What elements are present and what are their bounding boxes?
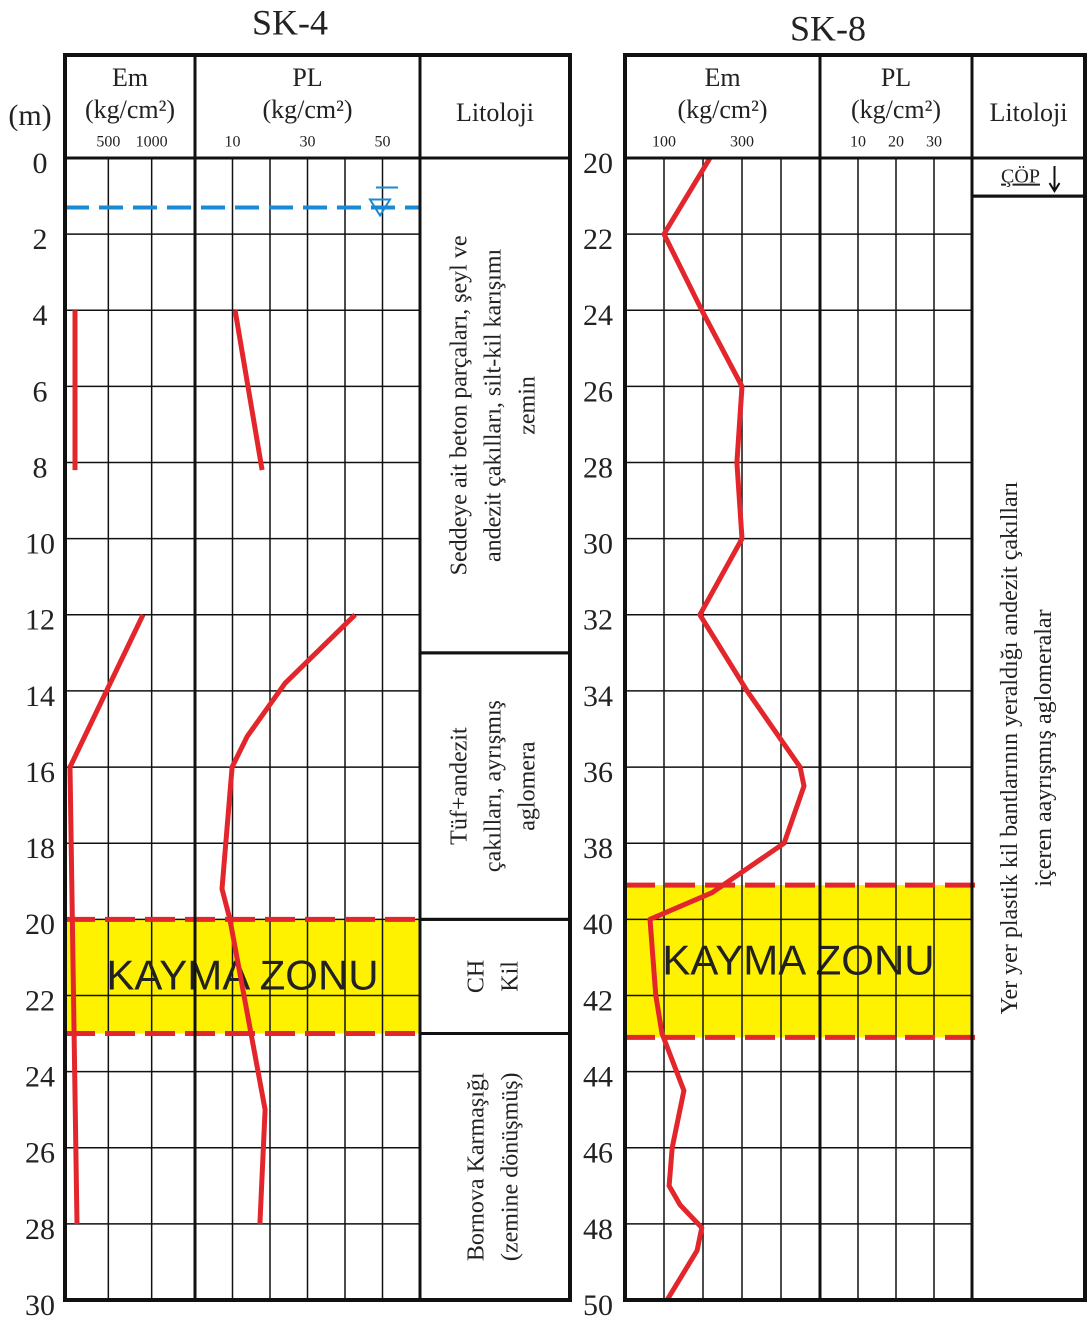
layer-text: aglomera: [515, 741, 541, 831]
layer-text: Yer yer plastik kil bantlarının yeraldığ…: [997, 481, 1023, 1014]
column-unit: (kg/cm²): [677, 95, 767, 124]
column-tick-label: 100: [652, 134, 676, 151]
panel-title: SK-4: [252, 2, 328, 42]
depth-unit: (m): [8, 99, 51, 132]
depth-label: 16: [25, 756, 55, 789]
column-tick-label: 300: [730, 134, 754, 151]
depth-label: 10: [25, 528, 55, 561]
depth-label: 22: [583, 223, 613, 256]
depth-label: 14: [25, 680, 55, 713]
depth-label: 20: [25, 908, 55, 941]
column-unit: (kg/cm²): [85, 95, 175, 124]
depth-label: 6: [33, 375, 48, 408]
water-symbol: [368, 186, 398, 218]
column-tick-label: 1000: [136, 134, 168, 151]
layer-text-group: Yer yer plastik kil bantlarının yeraldığ…: [997, 481, 1057, 1014]
depth-label: 26: [25, 1137, 55, 1170]
panel-frame: [63, 53, 572, 1302]
layer-text-group: Seddeye ait beton parçaları, şeyl ve ande…: [447, 236, 541, 576]
column-label: Em: [112, 63, 148, 92]
depth-label: 40: [583, 908, 613, 941]
depth-label: 48: [583, 1213, 613, 1246]
layer-text: içeren aayrışmış aglomeralar: [1031, 609, 1057, 886]
layer-text: (zemine dönüşmüş): [498, 1072, 524, 1261]
panel-frame: [623, 53, 1087, 1302]
sliding-zone: [625, 885, 972, 1038]
depth-label: 8: [33, 451, 48, 484]
depth-label: 24: [25, 1060, 55, 1093]
depth-label: 42: [583, 984, 613, 1017]
layer-text: ÇÖP: [1001, 165, 1040, 188]
depth-label: 30: [583, 528, 613, 561]
panel-title: SK-8: [790, 8, 866, 48]
layer-text: andezit çakılları, silt-kil karışımı: [481, 248, 507, 562]
em-curve: [647, 156, 807, 1302]
depth-label: 34: [583, 680, 613, 713]
depth-label: 22: [25, 984, 55, 1017]
layer-text: Kil: [498, 961, 524, 992]
depth-label: 28: [583, 451, 613, 484]
depth-label: 46: [583, 1137, 613, 1170]
column-label: PL: [881, 63, 911, 92]
column-unit: (kg/cm²): [262, 95, 352, 124]
column-tick-label: 30: [300, 134, 316, 151]
depth-label: 44: [583, 1060, 613, 1093]
arrow: [1048, 166, 1061, 193]
column-tick-label: 50: [375, 134, 391, 151]
pl-curve: [219, 309, 357, 1225]
em-curve: [67, 310, 146, 1224]
layer-text-group: CH Kil: [464, 960, 524, 993]
depth-label: 36: [583, 756, 613, 789]
column-unit: (kg/cm²): [851, 95, 941, 124]
depth-label: 0: [33, 147, 48, 180]
depth-label: 18: [25, 832, 55, 865]
zone-label: KAYMA ZONU: [662, 936, 934, 983]
column-tick-label: 20: [888, 134, 904, 151]
column-tick-label: 30: [926, 134, 942, 151]
layer-text-group: Tüf+andezit çakılları, ayrışmış aglomera: [447, 700, 541, 872]
depth-label: 26: [583, 375, 613, 408]
depth-label: 28: [25, 1213, 55, 1246]
layer-text: Seddeye ait beton parçaları, şeyl ve: [447, 236, 473, 576]
column-label: PL: [292, 63, 322, 92]
lithology-label: Litoloji: [456, 98, 534, 127]
layer-text: Tüf+andezit: [447, 727, 473, 845]
column-label: Em: [704, 63, 740, 92]
depth-label: 30: [25, 1289, 55, 1321]
layer-text: Bornova Karmaşığı: [464, 1072, 490, 1261]
depth-label: 50: [583, 1289, 613, 1321]
depth-label: 38: [583, 832, 613, 865]
depth-label: 12: [25, 604, 55, 637]
layer-text: zemin: [515, 376, 541, 435]
column-tick-label: 10: [225, 134, 241, 151]
column-tick-label: 500: [96, 134, 120, 151]
lithology-label: Litoloji: [990, 98, 1068, 127]
layer-text: CH: [464, 960, 490, 993]
depth-label: 20: [583, 147, 613, 180]
depth-label: 4: [33, 299, 48, 332]
column-tick-label: 10: [850, 134, 866, 151]
layer-text-group: Bornova Karmaşığı (zemine dönüşmüş): [464, 1072, 524, 1261]
depth-label: 24: [583, 299, 613, 332]
layer-text: çakılları, ayrışmış: [481, 700, 507, 872]
depth-label: 2: [33, 223, 48, 256]
depth-label: 32: [583, 604, 613, 637]
